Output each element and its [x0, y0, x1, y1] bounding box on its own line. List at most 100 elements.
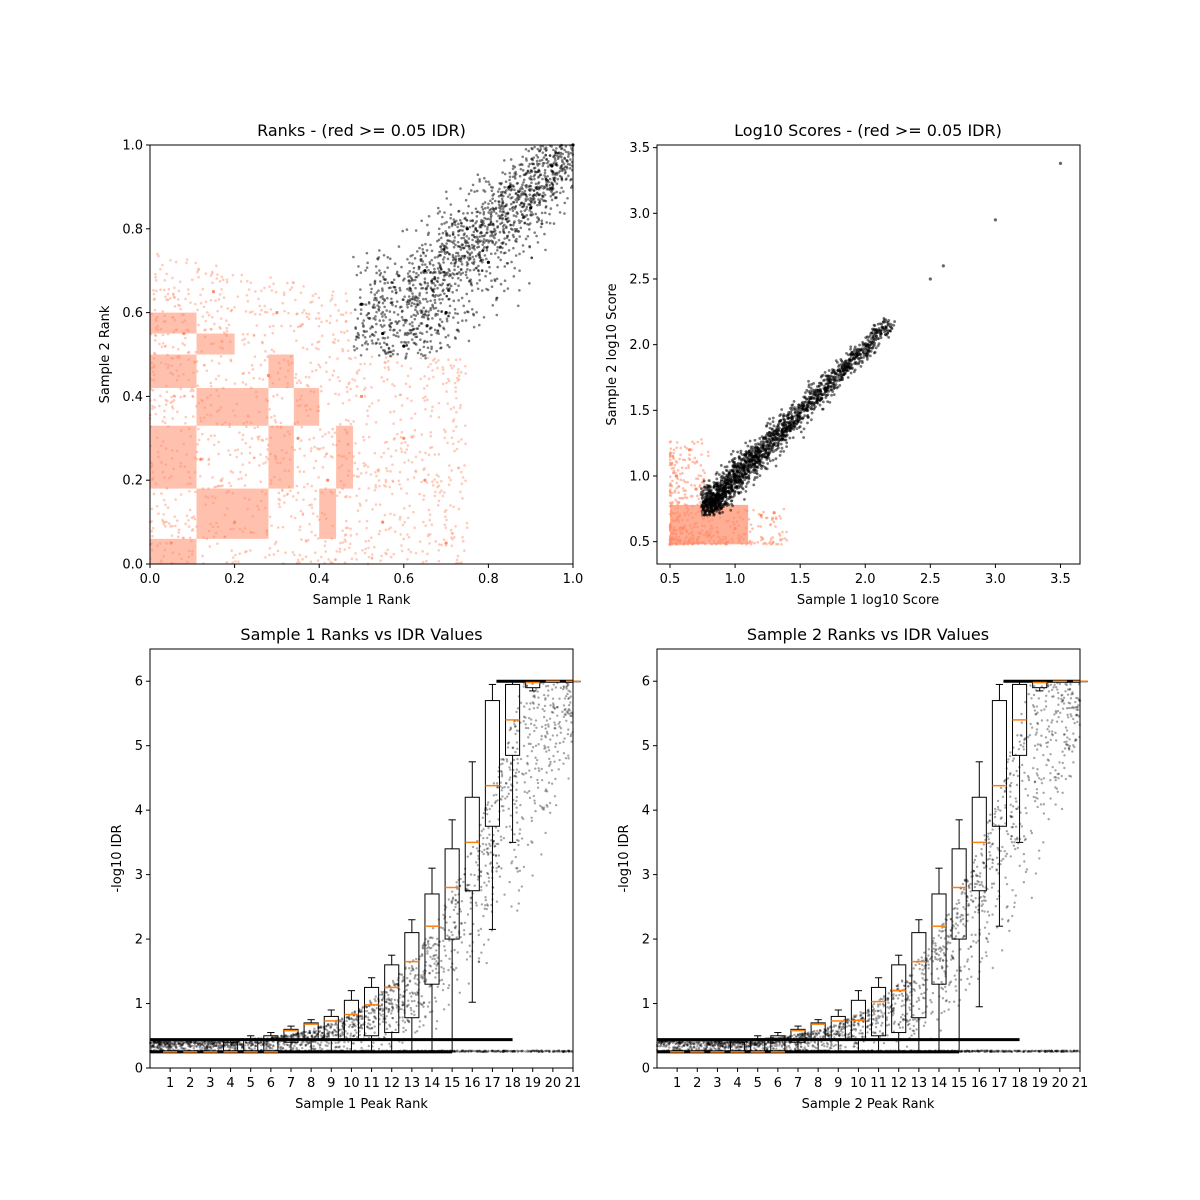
idr-pass-point [499, 204, 502, 208]
idr-fail-point [675, 528, 679, 532]
idr-fail-point [423, 467, 426, 470]
idr-pass-point [449, 284, 453, 288]
idr-fail-point [217, 374, 221, 378]
idr-pass-point [435, 279, 439, 283]
idr-fail-point [280, 324, 283, 328]
idr-fail-point [406, 478, 410, 481]
idr-pass-point [392, 349, 395, 352]
idr-pass-point [500, 221, 504, 225]
idr-pass-point [497, 238, 501, 242]
idr-pass-point [527, 149, 531, 153]
idr-fail-point [185, 453, 188, 456]
idr-fail-point [321, 435, 324, 438]
idr-fail-point [687, 532, 691, 536]
idr-pass-point [524, 199, 528, 203]
idr-fail-point [390, 492, 394, 496]
idr-fail-point [325, 319, 329, 323]
idr-pass-point [359, 312, 363, 316]
idr-pass-point [470, 211, 474, 215]
idr-fail-point [413, 412, 417, 416]
idr-fail-point [437, 475, 440, 478]
idr-fail-point [422, 494, 426, 497]
idr-pass-point [426, 300, 429, 303]
idr-fail-point [197, 401, 201, 405]
idr-fail-point [153, 406, 157, 409]
idr-fail-point [727, 519, 730, 523]
idr-pass-point [381, 275, 385, 279]
idr-fail-point [154, 279, 158, 282]
idr-fail-point [295, 399, 299, 402]
idr-pass-point [447, 298, 450, 301]
idr-fail-point [669, 482, 672, 485]
idr-fail-point [337, 454, 341, 457]
idr-pass-point [452, 299, 456, 303]
idr-pass-point [498, 181, 502, 185]
idr-pass-point [812, 403, 816, 407]
idr-pass-point [381, 315, 384, 318]
idr-fail-point [256, 425, 260, 429]
idr-pass-point [546, 165, 550, 168]
idr-pass-point [355, 273, 359, 277]
idr-fail-point [779, 517, 782, 520]
idr-fail-point [152, 492, 156, 496]
idr-fail-point [209, 381, 213, 385]
idr-pass-point [395, 300, 399, 303]
idr-fail-point [700, 453, 703, 456]
idr-fail-point [718, 536, 721, 539]
idr-fail-point [184, 297, 187, 301]
idr-fail-point [171, 524, 174, 528]
idr-pass-point [460, 262, 464, 266]
idr-fail-point [152, 364, 156, 368]
idr-fail-point [331, 524, 334, 528]
idr-fail-point [437, 499, 441, 503]
idr-fail-point [677, 501, 681, 504]
idr-fail-point [333, 341, 336, 345]
idr-pass-point [807, 385, 811, 389]
idr-fail-point [345, 457, 348, 460]
idr-fail-point [751, 527, 754, 531]
idr-pass-point [536, 185, 539, 189]
idr-fail-point [330, 537, 334, 540]
idr-fail-point [304, 375, 308, 379]
idr-fail-point [286, 385, 289, 389]
idr-fail-point [778, 538, 782, 541]
idr-pass-point [463, 232, 466, 235]
idr-pass-point [448, 345, 451, 349]
idr-fail-point [721, 538, 725, 541]
idr-fail-point [320, 491, 324, 494]
idr-pass-point [540, 219, 544, 223]
idr-pass-point [375, 341, 378, 345]
idr-fail-point [364, 463, 368, 466]
idr-pass-point [456, 251, 460, 255]
idr-pass-point [400, 265, 403, 269]
idr-pass-point [449, 213, 453, 216]
idr-fail-point [401, 523, 405, 527]
idr-fail-point [309, 407, 312, 411]
idr-fail-point [343, 331, 346, 335]
idr-pass-point [365, 330, 368, 333]
idr-pass-point [487, 180, 490, 184]
idr-pass-point [415, 303, 419, 307]
idr-fail-point [207, 457, 211, 460]
idr-pass-point [501, 207, 505, 211]
idr-fail-point [172, 398, 176, 402]
idr-fail-point [257, 508, 261, 511]
idr-pass-point [424, 242, 427, 246]
idr-fail-point [209, 384, 213, 388]
idr-fail-point [221, 477, 224, 480]
idr-pass-point [498, 187, 501, 191]
idr-fail-point [429, 434, 433, 438]
idr-fail-point [305, 312, 308, 315]
idr-fail-point [731, 520, 735, 524]
series-fail-point [211, 290, 216, 294]
idr-fail-point [329, 455, 333, 458]
idr-pass-point [774, 464, 778, 468]
idr-fail-point [315, 317, 318, 320]
idr-fail-point [397, 479, 401, 483]
idr-pass-point [405, 303, 409, 306]
idr-fail-point [298, 553, 302, 557]
idr-fail-point [715, 530, 718, 534]
idr-pass-point [408, 322, 412, 326]
idr-pass-point [810, 411, 814, 415]
idr-fail-point [181, 536, 185, 540]
